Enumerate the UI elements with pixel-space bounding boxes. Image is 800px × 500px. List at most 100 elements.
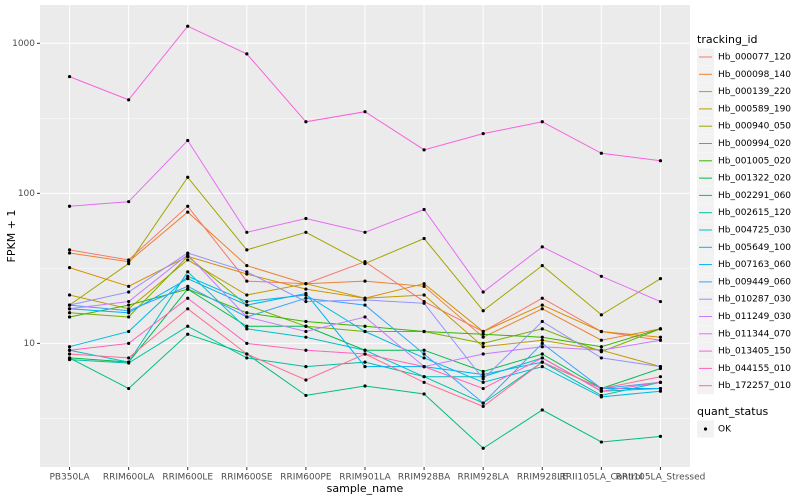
data-point — [127, 386, 131, 391]
legend-label: Hb_007163_060 — [718, 260, 791, 270]
y-tick-label: 1000 — [12, 39, 35, 49]
data-point — [481, 380, 485, 384]
data-point — [245, 230, 249, 234]
data-point — [67, 357, 72, 362]
data-point — [540, 360, 544, 364]
data-point — [363, 303, 367, 307]
data-point — [67, 204, 72, 208]
data-point — [599, 345, 603, 349]
data-point — [245, 263, 249, 268]
data-point — [127, 299, 131, 304]
data-point — [422, 282, 426, 286]
data-point — [658, 375, 663, 379]
data-point — [245, 315, 249, 319]
data-point — [540, 263, 544, 268]
data-point — [186, 258, 190, 262]
legend-label: Hb_011249_030 — [718, 312, 791, 322]
data-point — [540, 356, 544, 360]
data-point — [422, 352, 426, 356]
legend-label: Hb_001005_020 — [718, 156, 791, 166]
marks — [67, 24, 663, 450]
legend-label: Hb_009449_060 — [718, 277, 791, 287]
data-point — [363, 329, 367, 334]
data-point — [127, 360, 131, 364]
data-point — [599, 386, 603, 391]
data-point — [481, 386, 485, 391]
data-point — [599, 338, 603, 342]
data-point — [186, 270, 190, 274]
y-tick-label: 100 — [18, 189, 35, 199]
legend-label: Hb_002291_060 — [718, 191, 791, 201]
data-point — [422, 301, 426, 305]
data-point — [127, 315, 131, 319]
data-point — [540, 303, 544, 307]
data-point — [186, 253, 190, 257]
data-point — [540, 296, 544, 300]
data-point — [127, 309, 131, 313]
data-point — [363, 230, 367, 234]
x-tick-label: RRIM600LA — [103, 473, 155, 483]
data-point — [245, 272, 249, 276]
legend-label: Hb_000139_220 — [718, 87, 791, 97]
data-point — [540, 319, 544, 324]
data-point — [363, 262, 367, 266]
data-point — [186, 175, 190, 179]
legend-label: Hb_172257_010 — [718, 381, 791, 391]
data-point — [481, 446, 485, 450]
data-point — [540, 338, 544, 342]
data-point — [304, 282, 308, 286]
data-point — [127, 262, 131, 266]
data-point — [481, 377, 485, 381]
y-axis-title: FPKM + 1 — [5, 210, 18, 263]
data-point — [481, 372, 485, 377]
legend-label: Hb_000940_050 — [718, 122, 791, 132]
data-point — [422, 293, 426, 297]
data-point — [481, 404, 485, 409]
data-point — [363, 352, 367, 356]
data-point — [304, 287, 308, 291]
data-point — [245, 293, 249, 297]
data-point — [127, 200, 131, 204]
data-point — [245, 324, 249, 328]
data-point — [245, 352, 249, 356]
data-point — [67, 352, 72, 356]
data-point — [186, 24, 190, 28]
legend-label: Hb_000589_190 — [718, 104, 791, 114]
data-point — [304, 296, 308, 300]
data-point — [481, 345, 485, 349]
data-point — [127, 341, 131, 345]
data-point — [658, 434, 663, 438]
data-point — [540, 327, 544, 331]
data-point — [304, 299, 308, 304]
data-point — [599, 356, 603, 360]
x-tick-label: PB350LA — [49, 473, 90, 483]
data-point — [245, 299, 249, 304]
data-point — [363, 384, 367, 388]
legend-label: Hb_000098_140 — [718, 70, 791, 80]
data-point — [422, 329, 426, 334]
legend-label: Hb_000077_120 — [718, 53, 791, 63]
data-point — [540, 335, 544, 339]
x-tick-label: RRIM928LA — [457, 473, 509, 483]
data-point — [186, 138, 190, 143]
data-point — [67, 265, 72, 270]
data-point — [186, 332, 190, 336]
legend-label: Hb_005649_100 — [718, 243, 791, 253]
data-point — [363, 324, 367, 328]
data-point — [481, 290, 485, 294]
data-point — [422, 380, 426, 384]
data-point — [245, 341, 249, 345]
data-point — [599, 329, 603, 334]
legend-label: Hb_010287_030 — [718, 295, 791, 305]
data-point — [363, 279, 367, 283]
data-point — [599, 274, 603, 278]
data-point — [481, 132, 485, 136]
data-point — [599, 313, 603, 317]
data-point — [186, 324, 190, 328]
legend-label: Hb_013405_150 — [718, 347, 791, 357]
data-point — [304, 120, 308, 124]
data-point — [304, 319, 308, 324]
legend-label: Hb_044155_010 — [718, 364, 791, 374]
data-point — [540, 120, 544, 124]
data-point — [422, 236, 426, 241]
